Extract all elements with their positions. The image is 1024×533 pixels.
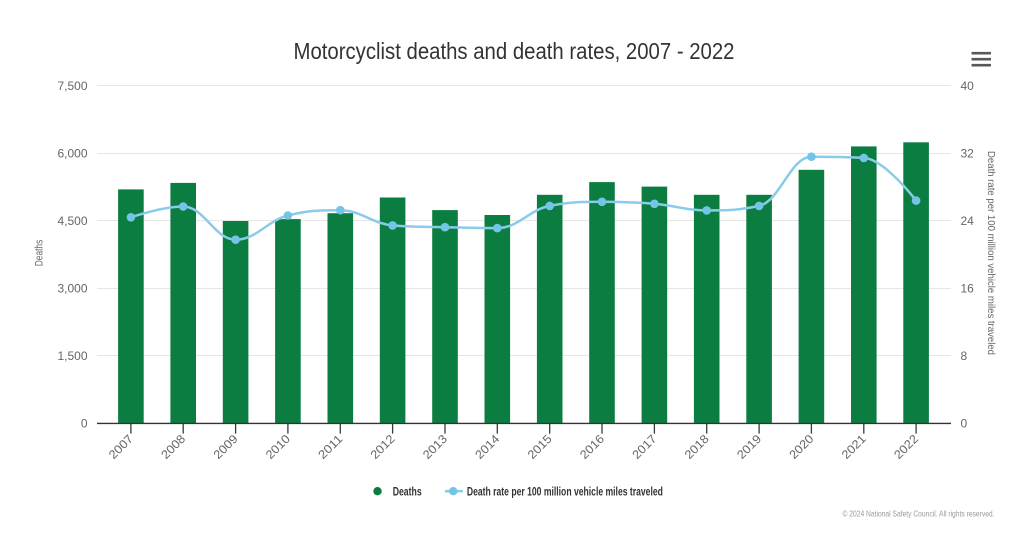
svg-text:0: 0 xyxy=(81,416,88,430)
svg-text:Deaths: Deaths xyxy=(34,239,46,266)
svg-text:24: 24 xyxy=(961,214,975,228)
svg-text:© 2024 National Safety Council: © 2024 National Safety Council. All righ… xyxy=(843,509,995,519)
svg-text:0: 0 xyxy=(961,416,968,430)
svg-text:4,500: 4,500 xyxy=(57,214,87,228)
svg-text:40: 40 xyxy=(961,79,975,93)
svg-text:8: 8 xyxy=(961,349,968,363)
svg-text:1,500: 1,500 xyxy=(57,349,87,363)
svg-text:32: 32 xyxy=(961,146,975,160)
svg-text:16: 16 xyxy=(961,281,975,295)
svg-text:Death rate per 100 million veh: Death rate per 100 million vehicle miles… xyxy=(985,151,996,355)
svg-text:Motorcyclist deaths and death: Motorcyclist deaths and death rates, 200… xyxy=(294,38,735,64)
svg-text:Death rate per 100 million veh: Death rate per 100 million vehicle miles… xyxy=(467,486,663,498)
svg-text:6,000: 6,000 xyxy=(57,146,87,160)
svg-text:7,500: 7,500 xyxy=(57,79,87,93)
svg-text:3,000: 3,000 xyxy=(57,281,87,295)
svg-text:Deaths: Deaths xyxy=(393,486,422,498)
